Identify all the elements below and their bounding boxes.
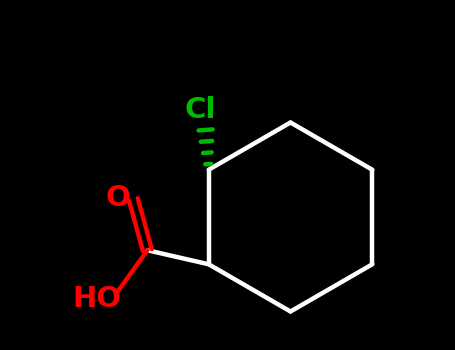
Text: HO: HO [72, 285, 121, 313]
Text: Cl: Cl [184, 96, 216, 124]
Text: O: O [105, 184, 130, 212]
